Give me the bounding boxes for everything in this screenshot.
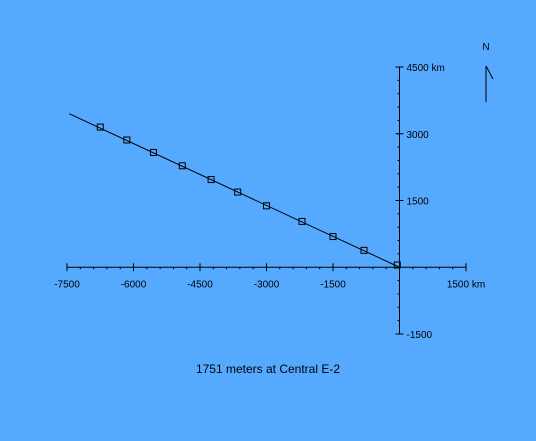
chart-caption: 1751 meters at Central E-2	[196, 362, 340, 376]
x-tick-label: -1500	[320, 279, 346, 290]
north-arrow-head	[485, 65, 494, 80]
data-point	[263, 202, 270, 210]
y-axis-ticks: 4500 km 3000 1500 -1500	[395, 63, 445, 341]
x-tick-label: -7500	[54, 279, 80, 290]
data-point	[96, 123, 104, 131]
data-point	[207, 176, 215, 184]
x-axis-ticks: -7500 -6000 -4500 -3000 -1500 1500 km	[54, 263, 485, 290]
data-point	[123, 136, 131, 144]
north-label: N	[482, 42, 489, 53]
x-tick-label: -3000	[254, 279, 280, 290]
data-point	[298, 217, 306, 225]
data-point	[149, 148, 157, 156]
y-tick-label: -1500	[407, 330, 433, 341]
data-point	[178, 162, 186, 170]
x-tick-label: 1500 km	[447, 279, 485, 290]
x-tick-label: -4500	[187, 279, 213, 290]
data-point	[234, 188, 242, 196]
y-tick-label: 4500 km	[407, 63, 445, 74]
x-tick-label: -6000	[121, 279, 147, 290]
y-tick-label: 3000	[407, 130, 430, 141]
data-series	[69, 113, 401, 269]
data-point	[360, 246, 368, 254]
y-tick-label: 1500	[407, 197, 430, 208]
north-arrow: N	[482, 42, 494, 102]
data-point	[393, 261, 401, 269]
data-point	[329, 233, 337, 241]
